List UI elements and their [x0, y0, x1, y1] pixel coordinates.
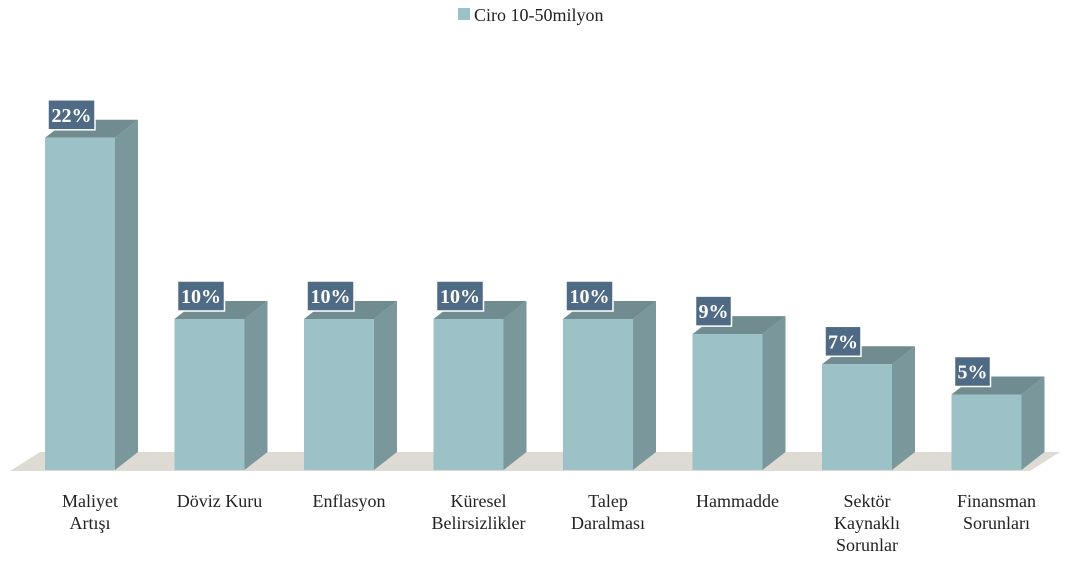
value-label: 10% [435, 280, 485, 312]
value-label-box [47, 99, 96, 131]
value-label: 5% [953, 355, 992, 388]
bar-side [892, 346, 915, 470]
value-label: 22% [47, 99, 96, 131]
x-tick-label: Sektör Kaynaklı Sorunlar [834, 491, 900, 555]
x-tick-label: Hammadde [696, 491, 779, 511]
legend: Ciro 10-50milyon [458, 5, 604, 25]
bar [563, 301, 656, 470]
value-label-text: 10% [311, 286, 351, 308]
bar-side [1021, 376, 1045, 470]
legend-swatch [458, 8, 470, 20]
bar-front [822, 364, 892, 470]
bar-side [374, 301, 397, 470]
bar [822, 346, 915, 470]
value-label: 10% [306, 280, 355, 312]
floor [10, 452, 1060, 471]
bar-side [633, 301, 656, 470]
value-label-text: 7% [828, 331, 858, 353]
value-label: 7% [824, 325, 862, 358]
bar-front [174, 319, 245, 470]
value-label: 9% [694, 295, 733, 327]
bar-side [503, 301, 527, 470]
value-label-box [953, 355, 992, 388]
bar-front [563, 319, 633, 470]
bar-side [115, 119, 138, 471]
bar-front [692, 334, 763, 470]
bar-side [244, 301, 268, 470]
value-label-text: 22% [52, 105, 92, 127]
bar-side [762, 316, 786, 470]
bar-front [45, 137, 115, 471]
legend-label: Ciro 10-50milyon [474, 5, 604, 25]
value-label-box [435, 280, 485, 312]
value-label-box [694, 295, 733, 327]
value-label-text: 5% [958, 362, 988, 384]
value-label-text: 10% [181, 286, 221, 308]
bar-front [951, 394, 1022, 470]
bar-front [304, 319, 374, 470]
value-label: 10% [176, 280, 226, 312]
value-label: 10% [565, 280, 614, 312]
bar [304, 301, 397, 470]
value-label-box [176, 280, 226, 312]
x-tick-label: Enflasyon [313, 491, 386, 511]
x-tick-label: Talep Daralması [571, 491, 645, 533]
value-label-text: 9% [699, 301, 729, 323]
x-tick-label: Küresel Belirsizlikler [432, 491, 526, 533]
value-label-text: 10% [570, 286, 610, 308]
x-tick-label: Finansman Sorunları [957, 491, 1036, 533]
value-label-box [824, 325, 862, 358]
value-label-text: 10% [440, 286, 480, 308]
x-tick-label: Döviz Kuru [177, 491, 262, 511]
bar [433, 301, 527, 470]
bar [692, 316, 786, 470]
value-label-box [306, 280, 355, 312]
bar-front [433, 319, 504, 470]
bar [45, 119, 138, 471]
bar [951, 376, 1045, 470]
bar [174, 301, 268, 470]
x-tick-label: Maliyet Artışı [62, 491, 118, 533]
value-label-box [565, 280, 614, 312]
